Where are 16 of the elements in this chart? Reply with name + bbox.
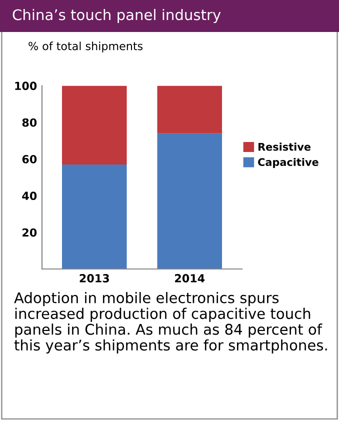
legend-label: Resistive — [258, 142, 310, 151]
x-tick-label: 2013 — [80, 274, 109, 282]
y-axis-title: % of total shipments — [28, 42, 143, 52]
bar — [157, 133, 222, 269]
y-tick-label: 60 — [22, 154, 37, 164]
bar — [62, 86, 127, 165]
y-tick-label: 20 — [22, 228, 37, 237]
chart-title: China’s touch panel industry — [12, 8, 221, 24]
y-tick-label: 40 — [22, 192, 37, 200]
y-tick-label: 80 — [22, 118, 37, 127]
y-tick-label: 100 — [15, 82, 37, 90]
bar — [157, 86, 222, 134]
text: Adoption in mobile electronics spurs increased production of capacitive touch panels in China. As much as 84 percent of this year’s shipments are for smartphones. — [14, 292, 327, 354]
legend-label: Capacitive — [258, 158, 318, 168]
bar — [62, 164, 127, 269]
x-tick-label: 2014 — [175, 274, 205, 282]
